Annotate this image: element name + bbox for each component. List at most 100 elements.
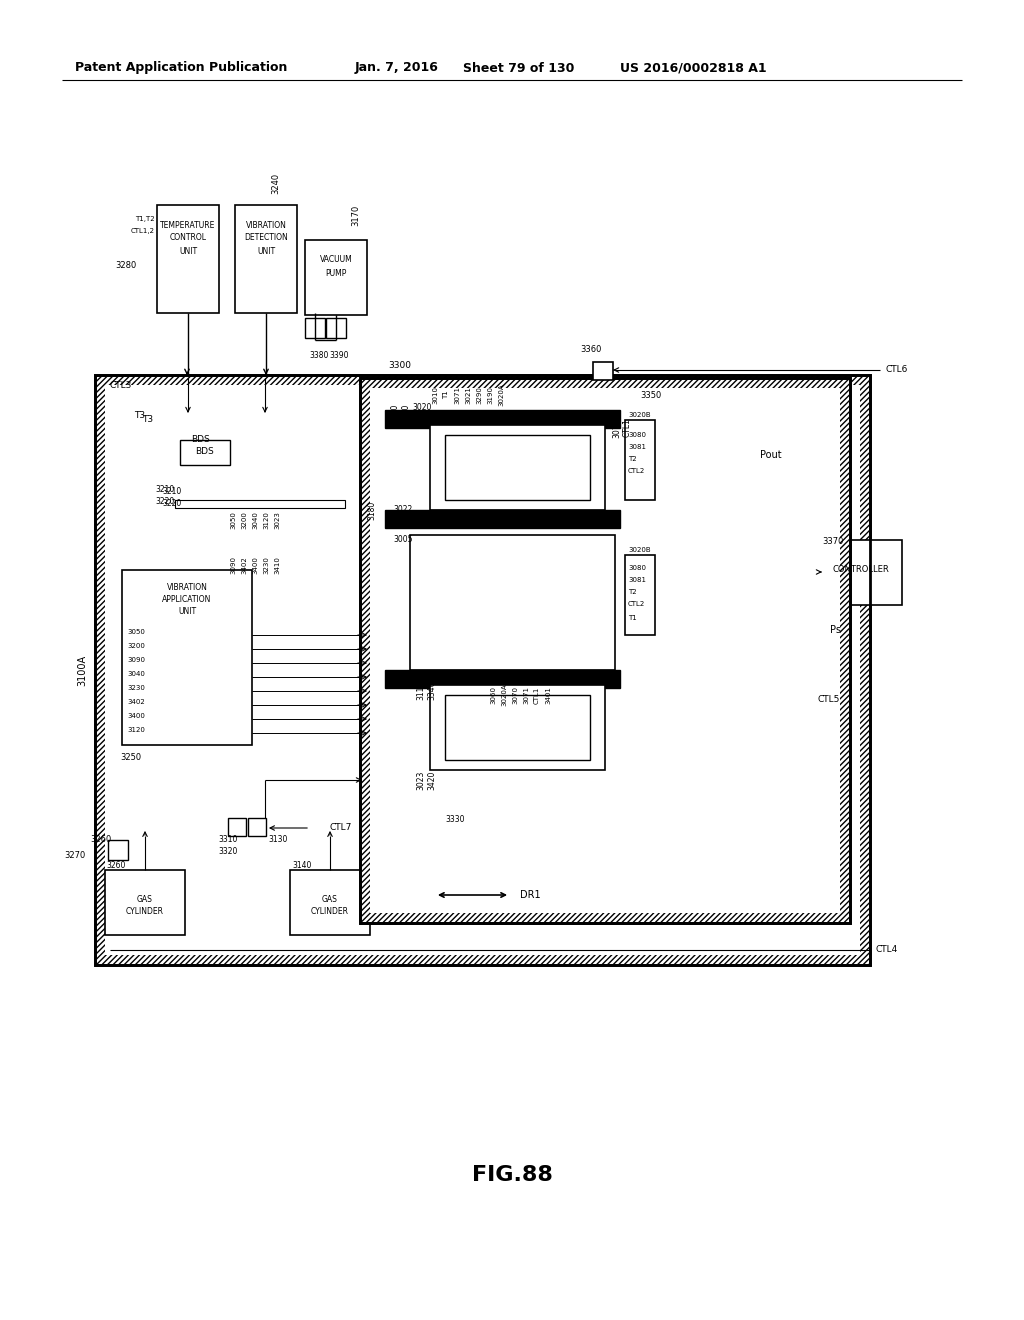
Bar <box>625 420 655 500</box>
Text: 3090: 3090 <box>127 657 145 663</box>
Bar <box>180 440 230 465</box>
Text: 3260: 3260 <box>106 861 125 870</box>
Text: CTL3: CTL3 <box>110 380 132 389</box>
Text: 3200: 3200 <box>241 511 247 529</box>
Bar <box>248 818 266 836</box>
Text: APPLICATION: APPLICATION <box>163 595 212 605</box>
Text: 3210: 3210 <box>162 487 181 496</box>
Text: 3021: 3021 <box>465 385 471 404</box>
Text: UNIT: UNIT <box>257 247 275 256</box>
Text: 3040: 3040 <box>252 511 258 529</box>
Text: 3080: 3080 <box>628 432 646 438</box>
Text: Jan. 7, 2016: Jan. 7, 2016 <box>355 62 439 74</box>
Bar <box>640 400 670 620</box>
Text: 3190: 3190 <box>487 385 493 404</box>
Text: 3330: 3330 <box>445 816 465 825</box>
Bar <box>385 411 620 428</box>
Text: 3080: 3080 <box>628 565 646 572</box>
Text: 3240: 3240 <box>271 173 281 194</box>
Text: 3401: 3401 <box>545 686 551 704</box>
Bar <box>234 205 297 313</box>
Bar <box>105 385 860 954</box>
Bar <box>625 554 655 635</box>
Text: 3071: 3071 <box>454 385 460 404</box>
Bar <box>385 510 620 528</box>
Bar <box>122 570 252 744</box>
Bar <box>305 318 325 338</box>
Text: 3300: 3300 <box>388 362 411 371</box>
Text: T1: T1 <box>443 391 449 400</box>
Bar <box>445 696 590 760</box>
Text: 3150: 3150 <box>390 404 399 422</box>
Text: CTL1: CTL1 <box>534 686 540 704</box>
Bar <box>820 540 902 605</box>
Text: 3003: 3003 <box>393 517 413 527</box>
Text: Pout: Pout <box>760 450 781 459</box>
Text: 3090: 3090 <box>230 556 236 574</box>
Text: CTL6: CTL6 <box>885 366 907 375</box>
Bar <box>385 671 620 688</box>
Text: CONTROL: CONTROL <box>170 234 207 243</box>
Text: 3402: 3402 <box>241 556 247 574</box>
Text: VACUUM: VACUUM <box>319 256 352 264</box>
Text: 3320: 3320 <box>218 847 238 857</box>
Text: 3340: 3340 <box>427 680 436 700</box>
Bar <box>445 436 590 500</box>
Text: UNIT: UNIT <box>178 607 196 616</box>
Text: GAS: GAS <box>137 895 153 904</box>
Text: 3120: 3120 <box>263 511 269 529</box>
Bar <box>105 870 185 935</box>
Text: 3020B: 3020B <box>628 412 650 418</box>
Text: 3100A: 3100A <box>77 655 87 685</box>
Text: 3410: 3410 <box>274 556 280 574</box>
Bar <box>228 818 246 836</box>
Text: T2: T2 <box>628 589 637 595</box>
Bar <box>305 240 367 315</box>
Text: 3270: 3270 <box>65 850 86 859</box>
Text: US 2016/0002818 A1: US 2016/0002818 A1 <box>620 62 767 74</box>
Text: Sheet 79 of 130: Sheet 79 of 130 <box>463 62 574 74</box>
Text: 3220: 3220 <box>162 499 181 508</box>
Text: T3: T3 <box>134 411 145 420</box>
Text: CTL1: CTL1 <box>623 418 632 437</box>
Text: 3420: 3420 <box>427 771 436 789</box>
Text: 3070: 3070 <box>612 418 621 438</box>
Text: 3180: 3180 <box>367 500 376 520</box>
Text: 3350: 3350 <box>640 391 662 400</box>
Text: 3022: 3022 <box>393 506 413 515</box>
Text: 3023: 3023 <box>274 511 280 529</box>
Text: 3220: 3220 <box>155 498 174 507</box>
Text: 3140: 3140 <box>292 861 311 870</box>
Text: 3130: 3130 <box>268 836 288 845</box>
Text: 3110: 3110 <box>416 680 425 700</box>
Text: CYLINDER: CYLINDER <box>311 908 349 916</box>
Text: BDS: BDS <box>190 436 209 445</box>
Text: CYLINDER: CYLINDER <box>126 908 164 916</box>
Text: CTL5: CTL5 <box>817 696 840 705</box>
Bar <box>593 362 613 380</box>
Text: T2: T2 <box>628 455 637 462</box>
Text: CTL4: CTL4 <box>874 945 897 954</box>
Text: PUMP: PUMP <box>326 268 347 277</box>
Bar <box>157 205 219 313</box>
Text: CTL2: CTL2 <box>628 601 645 607</box>
Text: 3020A: 3020A <box>498 384 504 407</box>
Text: 3230: 3230 <box>127 685 144 690</box>
Text: 3070: 3070 <box>512 686 518 704</box>
Text: DETECTION: DETECTION <box>244 234 288 243</box>
Text: 3280: 3280 <box>116 260 137 269</box>
Text: 3005: 3005 <box>393 536 413 544</box>
Text: 3390: 3390 <box>329 351 348 359</box>
Bar <box>175 500 345 508</box>
Text: UNIT: UNIT <box>179 247 197 256</box>
Text: 3023: 3023 <box>416 771 425 789</box>
Bar <box>370 388 840 913</box>
Text: CTL2: CTL2 <box>628 469 645 474</box>
Text: 3081: 3081 <box>628 444 646 450</box>
Bar <box>290 870 370 935</box>
Bar <box>95 375 870 965</box>
Bar <box>108 840 128 861</box>
Text: 3010: 3010 <box>432 385 438 404</box>
Text: 3071: 3071 <box>523 686 529 704</box>
Text: 3380: 3380 <box>309 351 329 359</box>
